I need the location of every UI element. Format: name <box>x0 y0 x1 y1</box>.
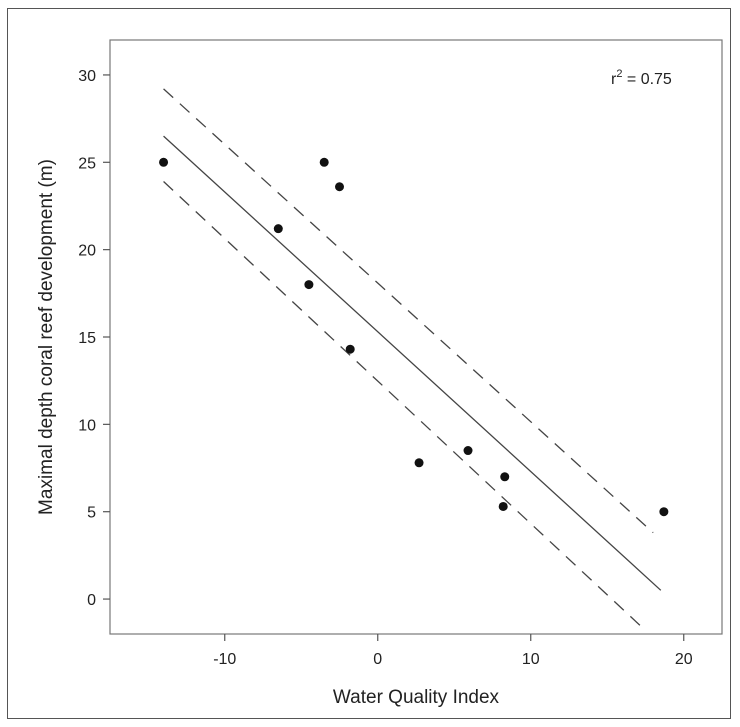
confidence-band-upper <box>163 88 654 534</box>
r-squared-annotation: r2 = 0.75 <box>611 68 672 88</box>
r-squared-value: = 0.75 <box>622 71 671 88</box>
y-axis: 0 5 10 15 20 25 30 <box>78 68 110 609</box>
y-axis-title: Maximal depth coral reef development (m) <box>36 159 57 515</box>
r-superscript: 2 <box>616 68 622 80</box>
data-point <box>659 507 669 517</box>
r-symbol: r <box>611 71 617 88</box>
x-tick-label: 10 <box>522 651 540 668</box>
data-point <box>273 224 283 234</box>
confidence-band-lower <box>163 181 646 631</box>
data-points <box>159 157 669 517</box>
data-point <box>463 446 473 456</box>
y-tick-label: 0 <box>87 592 96 609</box>
data-point <box>335 182 344 192</box>
data-point <box>319 157 329 167</box>
plot-area-border <box>109 39 723 635</box>
data-point <box>500 472 510 482</box>
data-point <box>304 280 314 290</box>
y-tick-label: 15 <box>78 330 96 347</box>
data-point <box>414 458 424 468</box>
data-point <box>159 157 169 167</box>
x-tick-label: -10 <box>213 651 236 668</box>
data-point <box>345 344 355 354</box>
x-tick-label: 0 <box>373 651 382 668</box>
x-axis-title: Water Quality Index <box>333 687 500 708</box>
y-tick-label: 10 <box>78 417 96 434</box>
y-tick-label: 20 <box>78 243 96 260</box>
y-tick-label: 25 <box>78 155 96 172</box>
x-axis: -10 0 10 20 <box>213 634 693 668</box>
x-tick-label: 20 <box>675 651 693 668</box>
fit-line <box>163 135 662 591</box>
y-tick-label: 5 <box>87 505 96 522</box>
data-point <box>498 501 508 511</box>
confidence-band <box>163 88 654 631</box>
figure-frame <box>7 8 731 719</box>
y-tick-label: 30 <box>78 68 96 85</box>
regression-line <box>163 135 662 591</box>
